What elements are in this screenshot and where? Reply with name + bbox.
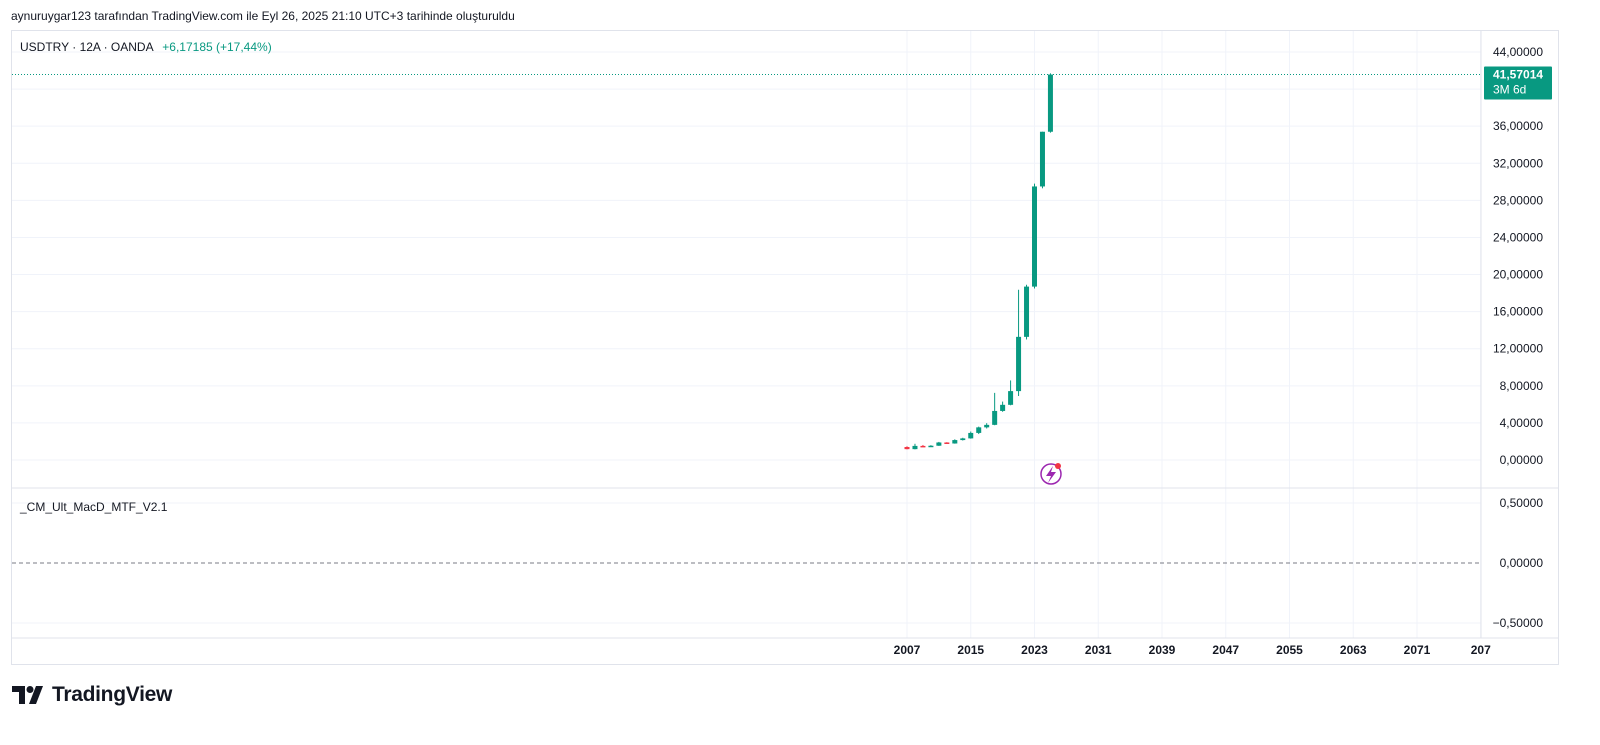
- candle-body: [1000, 404, 1006, 411]
- candle-body: [1039, 131, 1045, 187]
- symbol-change: +6,17185 (+17,44%): [162, 40, 272, 54]
- y-tick-label: 12,00000: [1493, 342, 1543, 356]
- candle: [1008, 380, 1014, 406]
- candle-body: [960, 438, 966, 441]
- candle-body: [1008, 391, 1014, 405]
- y-tick-label: 44,00000: [1493, 45, 1543, 59]
- candle: [976, 426, 982, 435]
- x-tick-label: 2047: [1212, 643, 1239, 657]
- y-tick-label: 16,00000: [1493, 305, 1543, 319]
- candle-body: [952, 440, 958, 444]
- candle: [944, 442, 950, 444]
- y-tick-label: 32,00000: [1493, 156, 1543, 170]
- x-tick-label: 2055: [1276, 643, 1303, 657]
- x-tick-label: 2063: [1340, 643, 1367, 657]
- indicator-y-tick-label: −0,50000: [1493, 616, 1544, 630]
- candle: [1024, 284, 1030, 340]
- candle: [1039, 131, 1045, 189]
- lightning-icon-ring: [1040, 463, 1062, 485]
- y-tick-label: 28,00000: [1493, 193, 1543, 207]
- y-tick-label: 20,00000: [1493, 268, 1543, 282]
- candle: [1016, 289, 1022, 397]
- x-tick-label: 2031: [1085, 643, 1112, 657]
- last-price-value: 41,57014: [1493, 68, 1543, 82]
- y-tick-label: 24,00000: [1493, 230, 1543, 244]
- candle-body: [992, 410, 998, 425]
- tradingview-logo-icon: [12, 686, 43, 704]
- candle: [992, 392, 998, 426]
- candle: [1000, 401, 1006, 412]
- indicator-y-tick-label: 0,50000: [1500, 496, 1544, 510]
- candle-body: [920, 445, 926, 448]
- candle: [984, 423, 990, 429]
- bar-countdown: 3M 6d: [1493, 83, 1526, 97]
- symbol-legend[interactable]: USDTRY · 12A · OANDA +6,17185 (+17,44%): [20, 40, 272, 54]
- candle-body: [944, 442, 950, 444]
- candle-body: [984, 424, 990, 428]
- y-tick-label: 8,00000: [1500, 379, 1544, 393]
- candle-body: [936, 442, 942, 446]
- lightning-icon: [1046, 466, 1056, 483]
- tradingview-logo[interactable]: TradingView: [12, 683, 172, 707]
- candle: [936, 441, 942, 446]
- candle: [904, 446, 910, 450]
- symbol-name[interactable]: USDTRY · 12A · OANDA: [20, 40, 153, 54]
- tradingview-logo-text: TradingView: [52, 683, 173, 706]
- candle: [1032, 183, 1037, 289]
- candle-body: [928, 445, 934, 448]
- candle: [952, 439, 958, 444]
- y-tick-label: 0,00000: [1500, 453, 1544, 467]
- candle: [968, 431, 974, 439]
- x-tick-label: 2039: [1149, 643, 1176, 657]
- x-tick-label: 2023: [1021, 643, 1048, 657]
- grid: [12, 31, 1558, 639]
- candle-body: [1047, 74, 1053, 132]
- event-marker[interactable]: [1040, 463, 1062, 485]
- x-tick-label: 2007: [894, 643, 921, 657]
- indicator-legend[interactable]: _CM_Ult_MacD_MTF_V2.1: [20, 500, 168, 514]
- y-tick-label: 36,00000: [1493, 119, 1543, 133]
- candle: [912, 443, 918, 450]
- candle: [928, 445, 934, 448]
- candle: [960, 437, 966, 441]
- price-tag: 41,57014 3M 6d: [1484, 66, 1552, 100]
- candle-body: [912, 445, 918, 450]
- candles: [904, 73, 1053, 450]
- candle: [1047, 73, 1053, 133]
- chart-caption: aynuruygar123 tarafından TradingView.com…: [11, 9, 515, 23]
- candle-body: [1032, 186, 1037, 287]
- x-tick-label: 207: [1471, 643, 1491, 657]
- marker-dot: [1055, 463, 1061, 469]
- axes: 2007 2015 2023 2031 2039 2047 2055 2063 2071 207 0…: [894, 45, 1544, 657]
- y-tick-label: 4,00000: [1500, 416, 1544, 430]
- x-tick-label: 2071: [1404, 643, 1431, 657]
- candle-body: [1016, 336, 1022, 392]
- candle-body: [1024, 286, 1030, 337]
- candle-body: [976, 427, 982, 433]
- chart-frame: [11, 30, 1559, 665]
- x-tick-label: 2015: [957, 643, 984, 657]
- candle: [920, 444, 926, 448]
- indicator-y-tick-label: 0,00000: [1500, 556, 1544, 570]
- candle-body: [968, 432, 974, 439]
- last-price-tag: [1484, 66, 1552, 100]
- candle-body: [904, 447, 910, 450]
